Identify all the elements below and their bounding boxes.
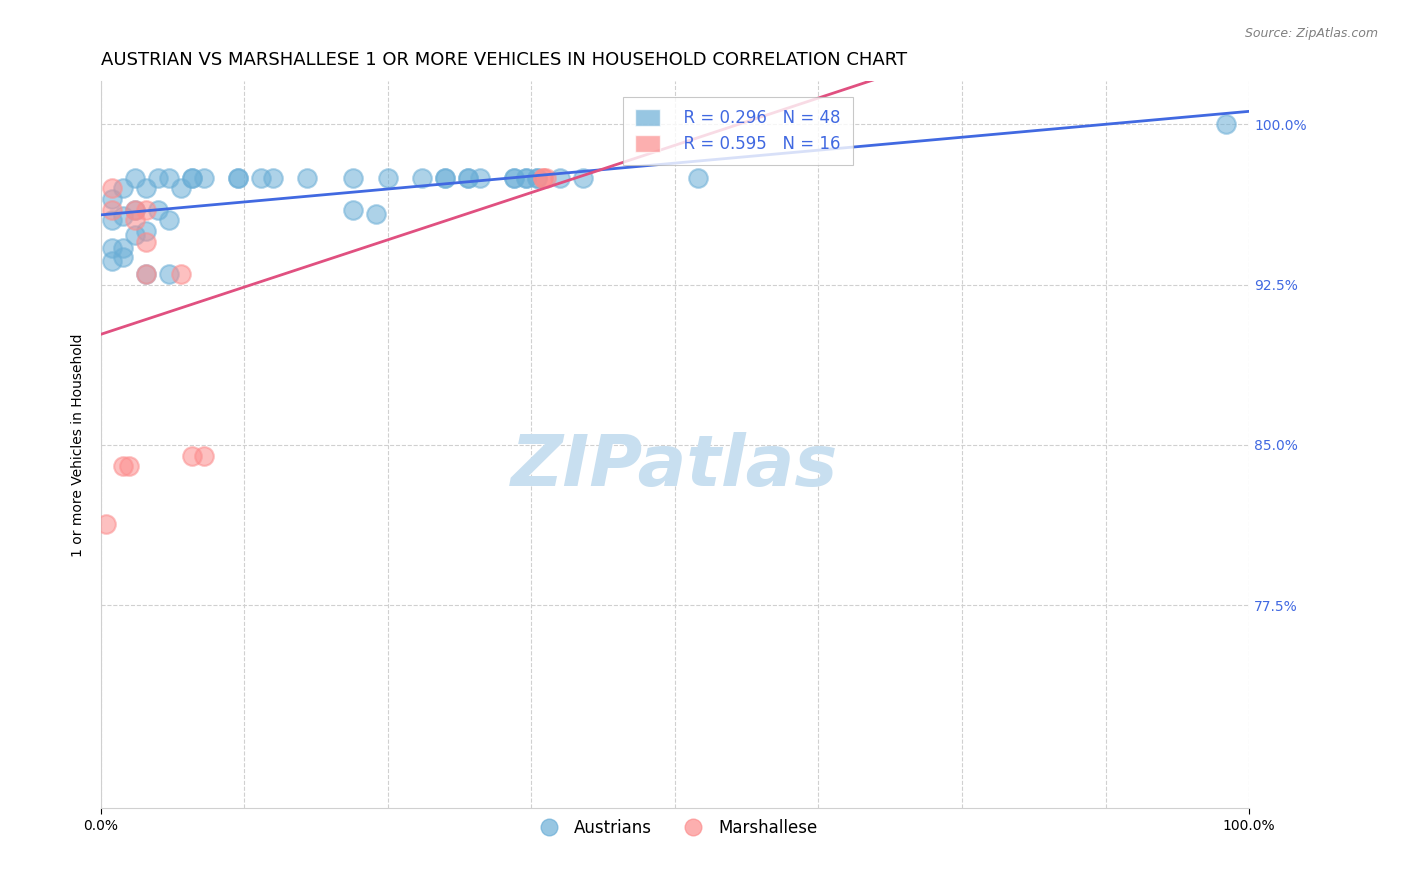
Point	[342, 202, 364, 217]
Point	[686, 170, 709, 185]
Point	[377, 170, 399, 185]
Y-axis label: 1 or more Vehicles in Household: 1 or more Vehicles in Household	[72, 333, 86, 557]
Point	[159, 267, 181, 281]
Point	[228, 170, 250, 185]
Point	[262, 170, 284, 185]
Point	[124, 170, 146, 185]
Point	[101, 254, 124, 268]
Point	[503, 170, 526, 185]
Point	[181, 170, 204, 185]
Point	[112, 250, 135, 264]
Point	[170, 267, 193, 281]
Point	[159, 213, 181, 227]
Legend: Austrians, Marshallese: Austrians, Marshallese	[526, 813, 824, 844]
Point	[135, 267, 157, 281]
Point	[228, 170, 250, 185]
Point	[112, 209, 135, 223]
Point	[146, 202, 169, 217]
Point	[118, 459, 141, 474]
Point	[1215, 117, 1237, 131]
Point	[101, 202, 124, 217]
Point	[181, 170, 204, 185]
Point	[112, 181, 135, 195]
Text: AUSTRIAN VS MARSHALLESE 1 OR MORE VEHICLES IN HOUSEHOLD CORRELATION CHART: AUSTRIAN VS MARSHALLESE 1 OR MORE VEHICL…	[100, 51, 907, 69]
Point	[515, 170, 537, 185]
Point	[503, 170, 526, 185]
Text: ZIPatlas: ZIPatlas	[512, 433, 838, 501]
Point	[366, 207, 388, 221]
Point	[531, 170, 554, 185]
Point	[146, 170, 169, 185]
Point	[135, 202, 157, 217]
Point	[135, 235, 157, 249]
Point	[181, 449, 204, 463]
Point	[526, 170, 548, 185]
Point	[548, 170, 571, 185]
Point	[135, 181, 157, 195]
Point	[124, 228, 146, 243]
Point	[124, 202, 146, 217]
Point	[250, 170, 273, 185]
Point	[101, 241, 124, 255]
Point	[468, 170, 491, 185]
Point	[170, 181, 193, 195]
Point	[124, 213, 146, 227]
Point	[411, 170, 433, 185]
Point	[526, 170, 548, 185]
Point	[457, 170, 479, 185]
Point	[112, 459, 135, 474]
Point	[531, 170, 554, 185]
Point	[534, 170, 557, 185]
Point	[434, 170, 457, 185]
Point	[101, 181, 124, 195]
Point	[515, 170, 537, 185]
Point	[193, 170, 215, 185]
Point	[101, 192, 124, 206]
Point	[159, 170, 181, 185]
Point	[101, 213, 124, 227]
Point	[124, 202, 146, 217]
Point	[96, 516, 118, 531]
Point	[434, 170, 457, 185]
Point	[297, 170, 319, 185]
Point	[572, 170, 595, 185]
Point	[135, 224, 157, 238]
Point	[457, 170, 479, 185]
Point	[342, 170, 364, 185]
Text: Source: ZipAtlas.com: Source: ZipAtlas.com	[1244, 27, 1378, 40]
Point	[112, 241, 135, 255]
Point	[193, 449, 215, 463]
Point	[135, 267, 157, 281]
